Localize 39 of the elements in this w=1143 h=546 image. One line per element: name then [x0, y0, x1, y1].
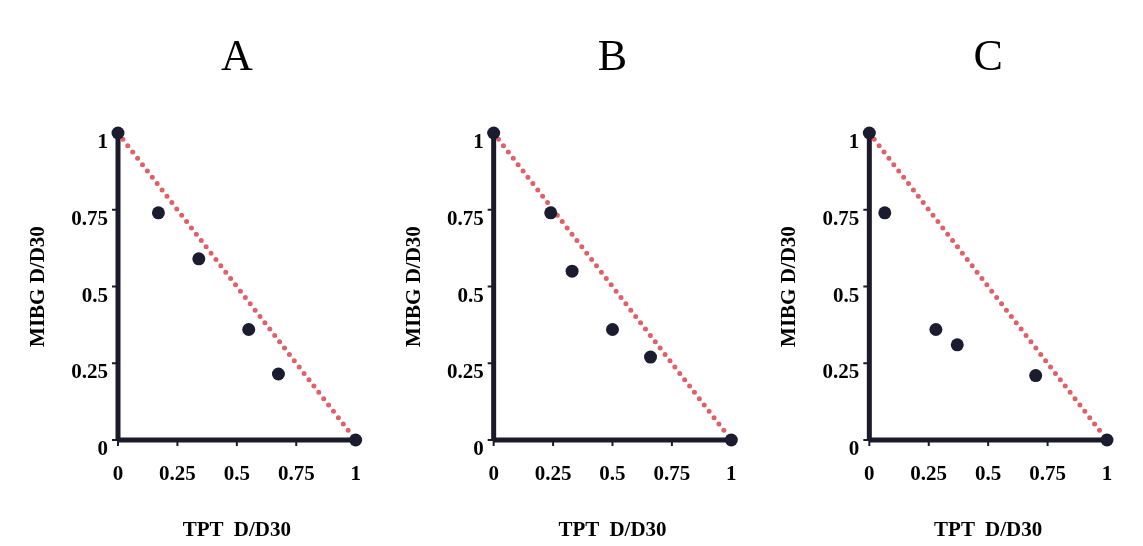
- x-tick-label: 0: [864, 461, 875, 485]
- y-tick-label: 0.5: [81, 282, 108, 307]
- x-axis-title: TPT D/D30: [934, 517, 1043, 541]
- x-tick-label: 0: [112, 461, 124, 485]
- y-tick-label: 0.25: [822, 359, 860, 384]
- y-tick-label: 0: [97, 436, 108, 460]
- x-tick-label: 0.75: [1029, 461, 1066, 485]
- x-tick-label: 0.5: [975, 461, 1002, 485]
- x-tick-label: 1: [350, 461, 361, 485]
- y-tick-label: 0.5: [457, 282, 484, 307]
- x-tick-label: 1: [1101, 461, 1113, 485]
- y-tick-label: 0.5: [833, 282, 860, 307]
- chart-title: C: [973, 31, 1003, 80]
- x-tick-label: 0.25: [910, 461, 948, 485]
- y-tick-label: 0.75: [446, 205, 484, 230]
- x-tick-label: 0.25: [159, 461, 196, 485]
- y-axis-title: MIBG D/D30: [776, 226, 801, 347]
- y-tick-label: 0.25: [71, 359, 108, 384]
- y-tick-label: 0: [473, 436, 484, 460]
- x-tick-label: 0: [488, 461, 499, 485]
- chart-title: B: [597, 31, 628, 80]
- y-tick-label: 0.75: [71, 205, 108, 230]
- x-axis-title: TPT D/D30: [182, 517, 291, 541]
- y-tick-label: 0: [848, 436, 860, 460]
- x-tick-label: 0.5: [223, 461, 250, 485]
- x-tick-label: 0.75: [653, 461, 691, 485]
- x-tick-label: 0.75: [277, 461, 315, 485]
- x-tick-label: 0.5: [599, 461, 626, 485]
- y-axis-title: MIBG D/D30: [25, 226, 49, 347]
- y-tick-label: 0.25: [446, 359, 484, 384]
- x-tick-label: 0.25: [534, 461, 572, 485]
- x-axis-title: TPT D/D30: [558, 517, 667, 541]
- y-tick-label: 0.75: [822, 205, 860, 230]
- y-axis-title: MIBG D/D30: [400, 226, 425, 347]
- chart-title: A: [220, 31, 253, 80]
- y-tick-label: 1: [848, 129, 860, 153]
- x-tick-label: 1: [726, 461, 737, 485]
- y-tick-label: 1: [97, 129, 108, 153]
- y-tick-label: 1: [473, 129, 484, 153]
